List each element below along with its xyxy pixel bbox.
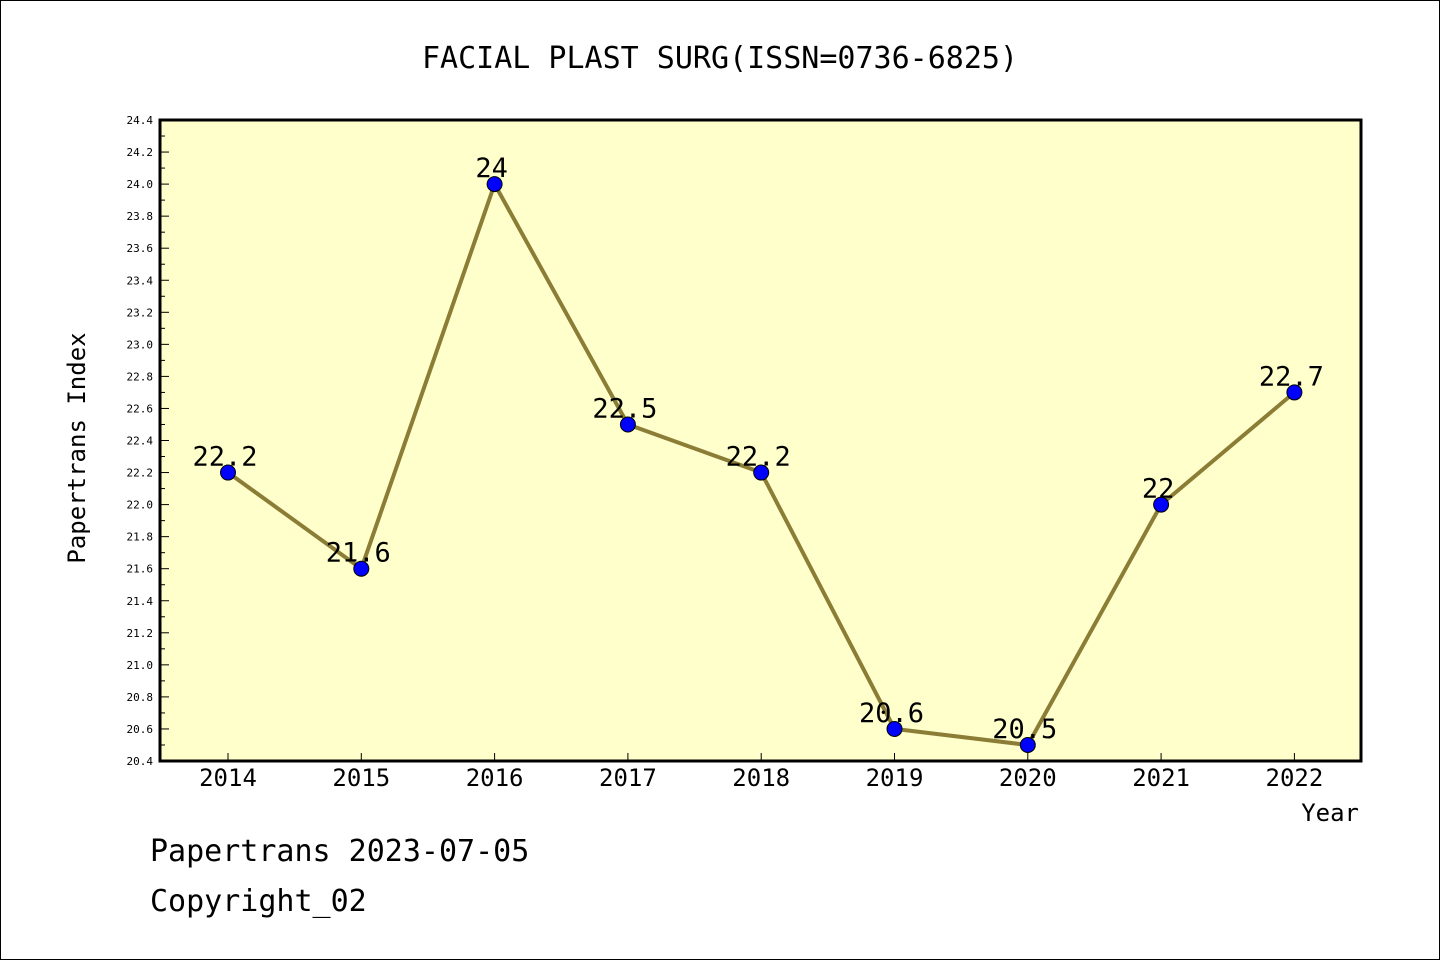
x-tick-label: 2022 [1266,764,1324,792]
data-label: 20.5 [992,714,1057,745]
x-tick-label: 2017 [599,764,657,792]
x-tick-label: 2015 [332,764,390,792]
data-label: 21.6 [326,538,391,569]
y-tick-label: 20.6 [127,723,154,736]
data-labels: 22.2 21.6 24 22.5 22.2 20.6 20.5 22 22.7 [192,153,1323,745]
data-point [753,464,770,481]
y-tick-label: 21.2 [127,627,154,640]
data-label: 22 [1142,474,1175,505]
data-label: 22.2 [192,442,257,473]
data-point [220,464,236,481]
y-tick-label: 23.2 [127,306,154,319]
y-tick-label: 20.8 [127,691,154,704]
y-tick-label: 23.6 [127,242,154,255]
y-tick-label: 21.8 [127,531,154,544]
x-axis-label: Year [1301,799,1359,827]
y-axis-label: Papertrans Index [63,332,91,563]
y-tick-label: 22.6 [127,402,154,415]
data-point [1286,384,1303,401]
y-tick-label: 23.8 [127,210,154,223]
x-axis: 2014 2015 2016 2017 2018 2019 2020 2021 2022 [199,753,1323,792]
data-label: 22.7 [1259,361,1324,392]
y-tick-label: 23.4 [127,274,154,287]
y-tick-label: 22.8 [127,370,154,383]
y-tick-label: 23.0 [127,338,154,351]
y-axis: 20.4 20.6 20.8 21.0 21.2 21.4 21.6 21.8 22.0 22.2… [127,114,169,768]
y-tick-label: 22.4 [127,435,154,448]
y-tick-label: 24.4 [127,114,154,127]
x-tick-label: 2019 [866,764,924,792]
y-tick-label: 20.4 [127,755,154,768]
y-tick-label: 21.6 [127,563,154,576]
data-label: 24 [475,153,508,184]
data-point [619,416,636,433]
data-point [886,720,903,737]
x-tick-label: 2014 [199,764,257,792]
x-tick-label: 2020 [999,764,1057,792]
data-point [353,560,370,577]
x-tick-label: 2021 [1132,764,1190,792]
y-tick-label: 21.0 [127,659,154,672]
y-tick-label: 21.4 [127,595,154,608]
data-point [1153,496,1170,513]
data-point [1019,736,1036,753]
data-label: 22.5 [592,393,657,424]
y-tick-label: 22.2 [127,467,154,480]
footer-copyright: Copyright_02 [150,884,367,919]
chart-title: FACIAL PLAST SURG(ISSN=0736-6825) [422,41,1018,76]
x-tick-label: 2018 [732,764,790,792]
x-tick-label: 2016 [466,764,524,792]
data-label: 22.2 [726,442,791,473]
y-tick-label: 24.0 [127,178,154,191]
plot-area [158,118,1363,763]
y-tick-label: 24.2 [127,146,154,159]
data-label: 20.6 [859,698,924,729]
footer-date: Papertrans 2023-07-05 [150,834,530,869]
data-point [486,176,503,193]
series-markers [220,176,1303,753]
y-tick-label: 22.0 [127,499,154,512]
